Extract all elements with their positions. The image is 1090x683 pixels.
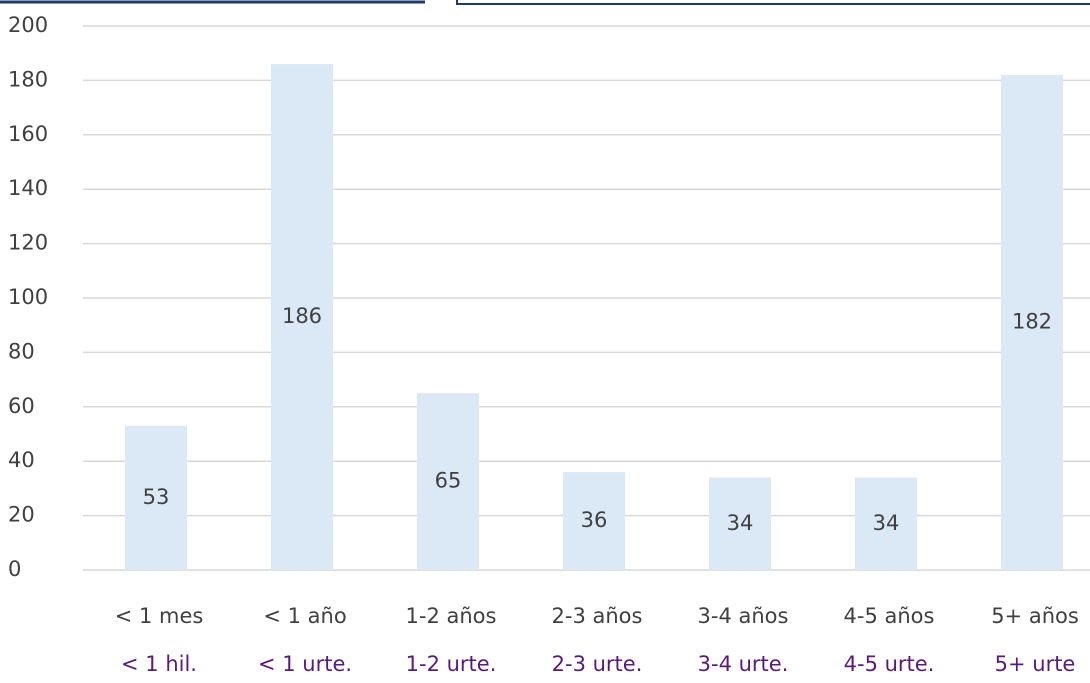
x-tick-label-translation: 1-2 urte. — [406, 652, 497, 676]
bar — [1001, 74, 1063, 571]
x-tick-label-translation: 4-5 urte. — [844, 652, 935, 676]
header-box — [456, 0, 1090, 5]
x-tick-label: 1-2 años — [406, 604, 497, 628]
y-tick-label: 160 — [8, 122, 48, 146]
y-tick-label: 80 — [8, 339, 35, 363]
x-tick-label-translation: 2-3 urte. — [552, 652, 643, 676]
bar — [709, 477, 771, 570]
y-tick-label: 120 — [8, 231, 48, 255]
y-tick-label: 140 — [8, 176, 48, 200]
bar — [855, 477, 917, 570]
data-label: 34 — [873, 511, 900, 535]
y-tick-label: 180 — [8, 67, 48, 91]
x-tick-label-translation: 5+ urte — [995, 652, 1076, 676]
bar — [271, 64, 333, 570]
y-tick-label: 20 — [8, 503, 35, 527]
y-tick-label: 200 — [8, 13, 48, 37]
y-tick-label: 0 — [8, 557, 21, 581]
x-tick-label-translation: < 1 hil. — [121, 652, 197, 676]
x-tick-label: 5+ años — [991, 604, 1079, 628]
data-label: 182 — [1012, 309, 1052, 333]
bar — [125, 425, 187, 570]
data-label: 53 — [143, 485, 170, 509]
data-label: 186 — [282, 304, 322, 328]
x-tick-label: < 1 año — [263, 604, 346, 628]
data-label: 34 — [727, 511, 754, 535]
y-tick-label: 60 — [8, 394, 35, 418]
x-tick-label: 4-5 años — [844, 604, 935, 628]
x-tick-label-translation: < 1 urte. — [258, 652, 352, 676]
data-label: 36 — [581, 508, 608, 532]
data-label: 65 — [435, 469, 462, 493]
x-tick-label: 3-4 años — [698, 604, 789, 628]
bar — [417, 393, 479, 570]
bar — [563, 472, 625, 570]
x-tick-label-translation: 3-4 urte. — [698, 652, 789, 676]
x-tick-label: 2-3 años — [552, 604, 643, 628]
y-tick-label: 100 — [8, 285, 48, 309]
x-tick-label: < 1 mes — [115, 604, 204, 628]
y-tick-label: 40 — [8, 448, 35, 472]
